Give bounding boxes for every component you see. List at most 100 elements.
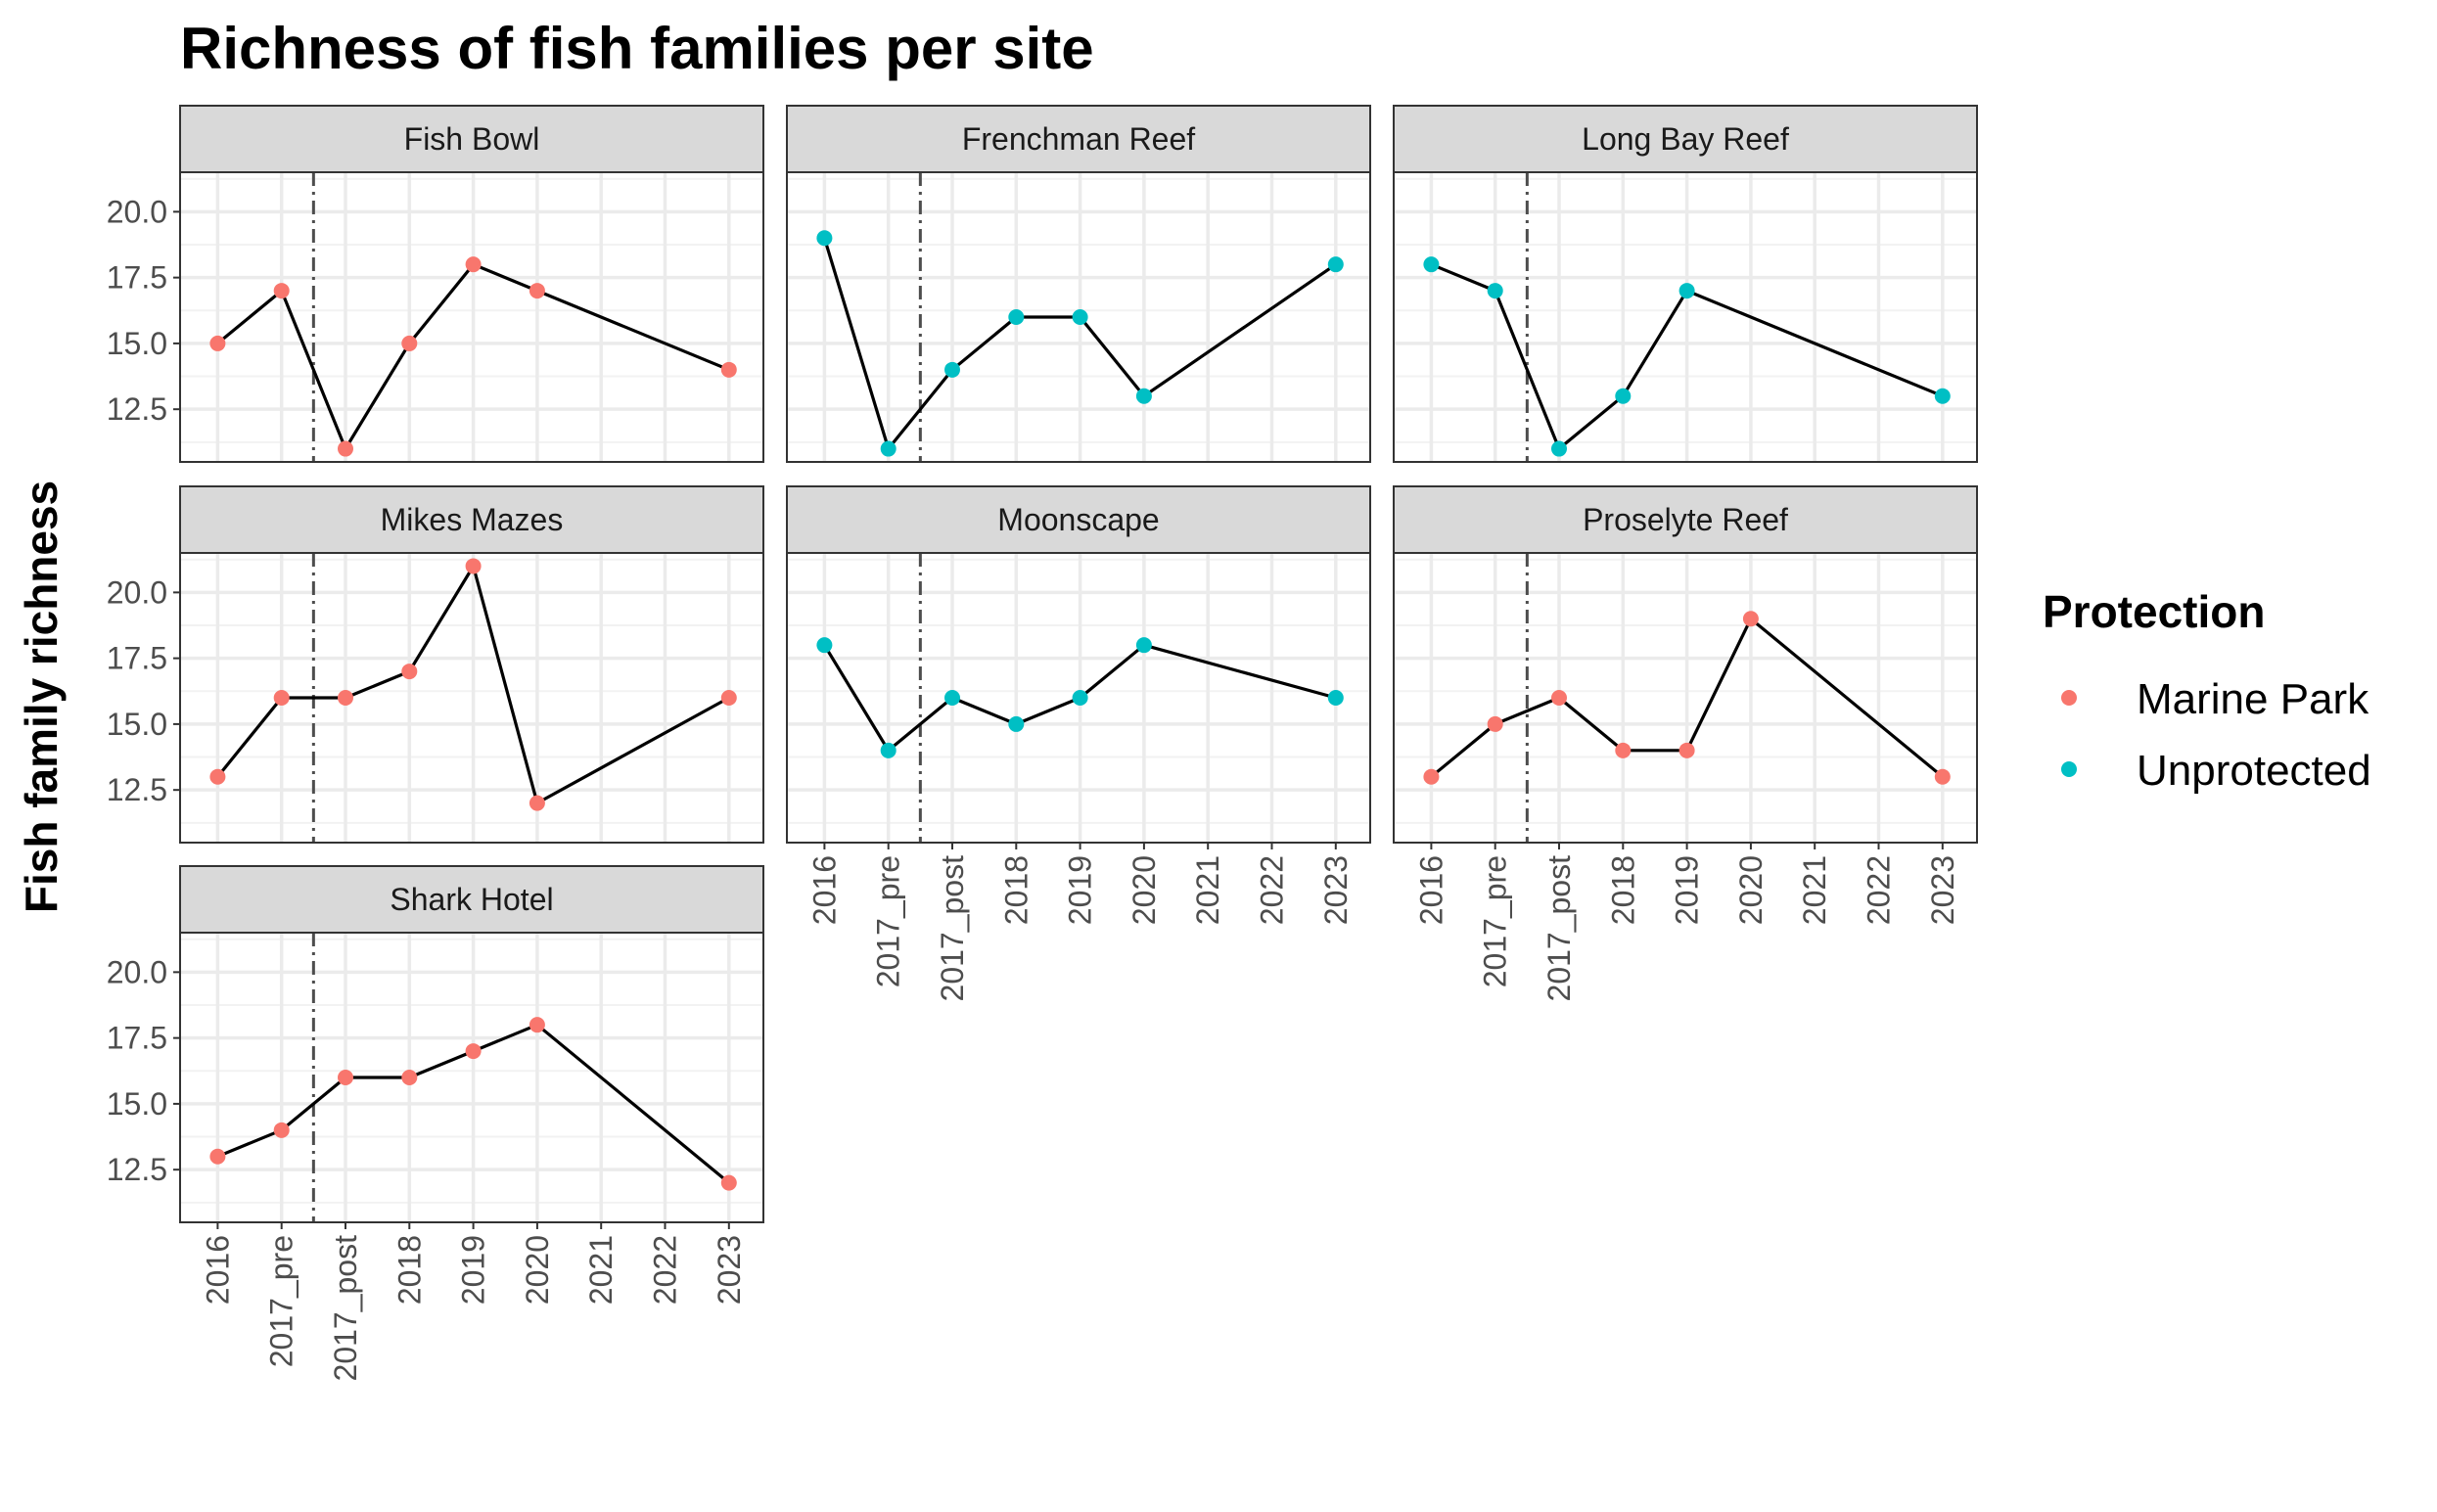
x-tick-label: 2021	[583, 1235, 619, 1305]
data-point	[338, 440, 353, 457]
data-point	[273, 283, 290, 299]
data-point	[1615, 388, 1632, 404]
data-point	[816, 230, 833, 247]
y-tick-label: 15.0	[107, 707, 167, 742]
facet-strip	[786, 105, 1371, 173]
x-tick-label: 2020	[520, 1235, 555, 1305]
x-tick-label: 2019	[1063, 855, 1098, 925]
x-tick-label: 2018	[1605, 855, 1640, 925]
x-tick-label: 2017_post	[328, 1235, 363, 1382]
facet-strip	[1393, 105, 1978, 173]
panel-border	[179, 932, 764, 1223]
data-point	[529, 795, 545, 811]
data-point	[401, 1070, 418, 1085]
data-point	[720, 361, 737, 378]
data-point	[944, 690, 960, 706]
y-tick-label: 12.5	[107, 1152, 167, 1187]
y-tick-label: 15.0	[107, 1086, 167, 1122]
facet-proselyte-reef: Proselyte Reef 2016 2017_pre 2017_post 2018 2…	[1393, 485, 1978, 1001]
x-tick-label: 2018	[391, 1235, 427, 1305]
data-point	[209, 768, 226, 785]
data-point	[1008, 715, 1025, 732]
facet-panels: Fish Bowl 12.5 15.0 17.5 20.0 Frenchman Reef L…	[107, 105, 1978, 1382]
y-tick-label: 15.0	[107, 326, 167, 361]
data-point	[1551, 440, 1567, 457]
data-point	[529, 1017, 545, 1033]
x-tick-label: 2016	[1413, 855, 1448, 925]
panel-border	[786, 552, 1371, 844]
x-tick-label: 2016	[806, 855, 842, 925]
facet-strip	[179, 865, 764, 934]
facet-moonscape: Moonscape 2016 2017_pre 2017_post 2018 2019 20…	[786, 485, 1371, 1002]
y-axis-label: Fish family richness	[16, 481, 67, 913]
x-tick-label: 2017_pre	[264, 1235, 299, 1367]
data-point	[465, 1043, 482, 1060]
x-tick-label: 2017_post	[935, 855, 970, 1002]
x-tick-label: 2019	[456, 1235, 491, 1305]
y-tick-label: 12.5	[107, 772, 167, 807]
data-point	[1487, 715, 1503, 732]
data-point	[401, 335, 418, 351]
facet-strip-label: Frenchman Reef	[962, 121, 1195, 157]
data-point	[1423, 256, 1440, 273]
x-tick-label: 2021	[1797, 855, 1832, 925]
legend-key-marine-park	[2061, 690, 2077, 706]
x-tick-label: 2020	[1733, 855, 1769, 925]
data-point	[880, 742, 897, 758]
chart-title: Richness of fish families per site	[180, 16, 1094, 81]
x-tick-label: 2023	[712, 1235, 747, 1305]
data-point	[944, 361, 960, 378]
series-line	[1430, 262, 1944, 451]
panel-border	[1393, 552, 1978, 844]
legend: Protection Marine Park Unprotected	[2043, 586, 2371, 795]
facet-long-bay-reef: Long Bay Reef	[1393, 105, 1978, 463]
x-tick-label: 2023	[1318, 855, 1354, 925]
data-point	[1551, 690, 1567, 706]
facet-strip-label: Fish Bowl	[404, 121, 540, 157]
data-point	[338, 1070, 353, 1085]
data-point	[816, 637, 833, 654]
panel-border	[1393, 171, 1978, 463]
facet-strip-label: Long Bay Reef	[1582, 121, 1789, 157]
legend-label-marine-park: Marine Park	[2137, 675, 2369, 723]
data-point	[1135, 388, 1152, 404]
facet-strip-label: Shark Hotel	[390, 882, 553, 917]
panel-border	[179, 171, 764, 463]
data-point	[529, 283, 545, 299]
data-point	[1327, 690, 1344, 706]
data-point	[465, 558, 482, 574]
facet-mikes-mazes: Mikes Mazes 12.5 15.0 17.5 20.0	[107, 485, 764, 844]
data-point	[1934, 768, 1951, 785]
panel-border	[179, 552, 764, 844]
y-tick-label: 17.5	[107, 641, 167, 676]
data-point	[209, 335, 226, 351]
x-tick-label: 2022	[1255, 855, 1290, 925]
y-tick-label: 20.0	[107, 954, 167, 989]
legend-title: Protection	[2043, 586, 2265, 637]
y-tick-label: 17.5	[107, 1021, 167, 1056]
x-tick-label: 2023	[1925, 855, 1960, 925]
data-point	[401, 664, 418, 680]
facet-shark-hotel: Shark Hotel 12.5 15.0 17.5 20.0 2016 2017_pre 2…	[107, 865, 764, 1382]
data-point	[1135, 637, 1152, 654]
data-point	[1742, 611, 1759, 627]
data-point	[338, 690, 353, 706]
x-tick-label: 2021	[1190, 855, 1225, 925]
data-point	[1327, 256, 1344, 273]
data-point	[273, 690, 290, 706]
x-tick-label: 2019	[1670, 855, 1705, 925]
data-point	[1487, 283, 1503, 299]
data-point	[273, 1122, 290, 1138]
facet-strip-label: Moonscape	[997, 502, 1159, 537]
data-point	[1072, 309, 1088, 325]
x-tick-label: 2016	[200, 1235, 235, 1305]
data-point	[1615, 742, 1632, 758]
facet-fish-bowl: Fish Bowl 12.5 15.0 17.5 20.0	[107, 105, 764, 463]
y-tick-label: 20.0	[107, 574, 167, 610]
x-tick-label: 2020	[1127, 855, 1162, 925]
facet-strip	[179, 105, 764, 173]
data-point	[720, 1174, 737, 1191]
y-tick-label: 17.5	[107, 260, 167, 296]
